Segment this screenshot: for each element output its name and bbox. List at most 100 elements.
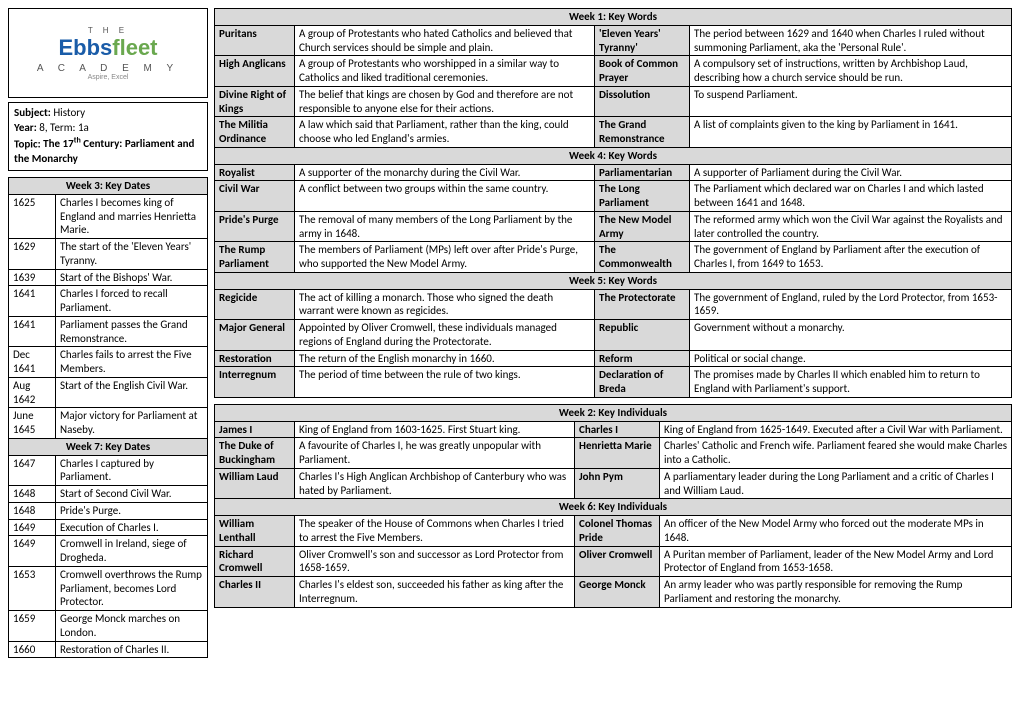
def-cell: A list of complaints given to the king b… xyxy=(690,117,1012,148)
event-cell: Charles fails to arrest the Five Members… xyxy=(56,347,208,378)
term-cell: Republic xyxy=(595,320,690,351)
event-cell: Restoration of Charles II. xyxy=(56,641,208,658)
def-cell: The speaker of the House of Commons when… xyxy=(295,516,575,547)
term-cell: Henrietta Marie xyxy=(575,438,660,469)
table-row: Aug 1642Start of the English Civil War. xyxy=(9,377,208,408)
table-row: 1629The start of the 'Eleven Years' Tyra… xyxy=(9,239,208,270)
logo-part1: Ebbs xyxy=(58,35,112,60)
term-cell: Charles II xyxy=(215,577,295,608)
date-cell: 1649 xyxy=(9,519,56,536)
week1-header: Week 1: Key Words xyxy=(215,9,1012,26)
date-cell: June 1645 xyxy=(9,408,56,439)
subject-label: Subject: xyxy=(14,106,51,119)
table-row: 1641Charles I forced to recall Parliamen… xyxy=(9,286,208,317)
def-cell: The government of England, ruled by the … xyxy=(690,289,1012,320)
def-cell: The promises made by Charles II which en… xyxy=(690,367,1012,398)
def-cell: A conflict between two groups within the… xyxy=(295,181,595,212)
term-cell: 'Eleven Years' Tyranny' xyxy=(595,25,690,56)
def-cell: A law which said that Parliament, rather… xyxy=(295,117,595,148)
event-cell: Charles I becomes king of England and ma… xyxy=(56,194,208,238)
table-row: 1647Charles I captured by Parliament. xyxy=(9,455,208,486)
event-cell: Pride's Purge. xyxy=(56,502,208,519)
right-column: Week 1: Key Words PuritansA group of Pro… xyxy=(214,8,1012,664)
term-cell: The Duke of Buckingham xyxy=(215,438,295,469)
week3-table: Week 3: Key Dates 1625Charles I becomes … xyxy=(8,177,208,439)
logo-main: Ebbsfleet xyxy=(58,35,157,61)
table-row: James IKing of England from 1603-1625. F… xyxy=(215,421,1012,438)
keywords-block: Week 1: Key Words PuritansA group of Pro… xyxy=(214,8,1012,398)
week2-header: Week 2: Key Individuals xyxy=(215,404,1012,421)
logo-box: T H E Ebbsfleet A C A D E M Y Aspire, Ex… xyxy=(8,8,208,98)
def-cell: King of England from 1603-1625. First St… xyxy=(295,421,575,438)
term-cell: Major General xyxy=(215,320,295,351)
week7-table: Week 7: Key Dates 1647Charles I captured… xyxy=(8,438,208,659)
event-cell: Start of the English Civil War. xyxy=(56,377,208,408)
table-row: The Militia OrdinanceA law which said th… xyxy=(215,117,1012,148)
table-row: Charles IICharles I's eldest son, succee… xyxy=(215,577,1012,608)
def-cell: A favourite of Charles I, he was greatly… xyxy=(295,438,575,469)
date-cell: 1641 xyxy=(9,316,56,347)
def-cell: The removal of many members of the Long … xyxy=(295,211,595,242)
term-cell: The Long Parliament xyxy=(595,181,690,212)
table-row: 1649Execution of Charles I. xyxy=(9,519,208,536)
def-cell: The government of England by Parliament … xyxy=(690,242,1012,273)
def-cell: King of England from 1625-1649. Executed… xyxy=(660,421,1012,438)
table-row: William LenthallThe speaker of the House… xyxy=(215,516,1012,547)
term-cell: Royalist xyxy=(215,164,295,181)
def-cell: The return of the English monarchy in 16… xyxy=(295,350,595,367)
week3-header: Week 3: Key Dates xyxy=(9,178,208,195)
term-cell: Reform xyxy=(595,350,690,367)
def-cell: The reformed army which won the Civil Wa… xyxy=(690,211,1012,242)
table-row: William LaudCharles I's High Anglican Ar… xyxy=(215,468,1012,499)
def-cell: To suspend Parliament. xyxy=(690,86,1012,117)
table-row: 1660Restoration of Charles II. xyxy=(9,641,208,658)
table-row: Major GeneralAppointed by Oliver Cromwel… xyxy=(215,320,1012,351)
def-cell: Charles' Catholic and French wife. Parli… xyxy=(660,438,1012,469)
def-cell: A supporter of Parliament during the Civ… xyxy=(690,164,1012,181)
term-cell: Richard Cromwell xyxy=(215,546,295,577)
table-row: 1659George Monck marches on London. xyxy=(9,611,208,642)
date-cell: 1659 xyxy=(9,611,56,642)
def-cell: A group of Protestants who hated Catholi… xyxy=(295,25,595,56)
table-row: InterregnumThe period of time between th… xyxy=(215,367,1012,398)
table-row: 1639Start of the Bishops' War. xyxy=(9,269,208,286)
term-cell: Puritans xyxy=(215,25,295,56)
term-cell: William Lenthall xyxy=(215,516,295,547)
event-cell: Major victory for Parliament at Naseby. xyxy=(56,408,208,439)
table-row: The Duke of BuckinghamA favourite of Cha… xyxy=(215,438,1012,469)
date-cell: 1653 xyxy=(9,566,56,610)
term-cell: Declaration of Breda xyxy=(595,367,690,398)
table-row: Richard CromwellOliver Cromwell's son an… xyxy=(215,546,1012,577)
table-row: Dec 1641Charles fails to arrest the Five… xyxy=(9,347,208,378)
date-cell: Dec 1641 xyxy=(9,347,56,378)
def-cell: An army leader who was partly responsibl… xyxy=(660,577,1012,608)
def-cell: Appointed by Oliver Cromwell, these indi… xyxy=(295,320,595,351)
def-cell: The period of time between the rule of t… xyxy=(295,367,595,398)
def-cell: A Puritan member of Parliament, leader o… xyxy=(660,546,1012,577)
table-row: Pride's PurgeThe removal of many members… xyxy=(215,211,1012,242)
term-cell: The New Model Army xyxy=(595,211,690,242)
term-cell: Book of Common Prayer xyxy=(595,56,690,87)
week5-header: Week 5: Key Words xyxy=(215,272,1012,289)
date-cell: 1641 xyxy=(9,286,56,317)
term-cell: Restoration xyxy=(215,350,295,367)
table-row: RegicideThe act of killing a monarch. Th… xyxy=(215,289,1012,320)
left-column: T H E Ebbsfleet A C A D E M Y Aspire, Ex… xyxy=(8,8,208,664)
table-row: 1649Cromwell in Ireland, siege of Droghe… xyxy=(9,536,208,567)
term-cell: Civil War xyxy=(215,181,295,212)
table-row: 1641Parliament passes the Grand Remonstr… xyxy=(9,316,208,347)
term-cell: John Pym xyxy=(575,468,660,499)
def-cell: A group of Protestants who worshipped in… xyxy=(295,56,595,87)
table-row: Civil WarA conflict between two groups w… xyxy=(215,181,1012,212)
term-cell: Interregnum xyxy=(215,367,295,398)
event-cell: Charles I forced to recall Parliament. xyxy=(56,286,208,317)
date-cell: 1648 xyxy=(9,502,56,519)
def-cell: A compulsory set of instructions, writte… xyxy=(690,56,1012,87)
date-cell: 1625 xyxy=(9,194,56,238)
def-cell: Charles I's High Anglican Archbishop of … xyxy=(295,468,575,499)
individuals-block: Week 2: Key Individuals James IKing of E… xyxy=(214,404,1012,608)
topic-label: Topic: xyxy=(14,137,41,150)
date-cell: 1649 xyxy=(9,536,56,567)
term-cell: William Laud xyxy=(215,468,295,499)
def-cell: The Parliament which declared war on Cha… xyxy=(690,181,1012,212)
